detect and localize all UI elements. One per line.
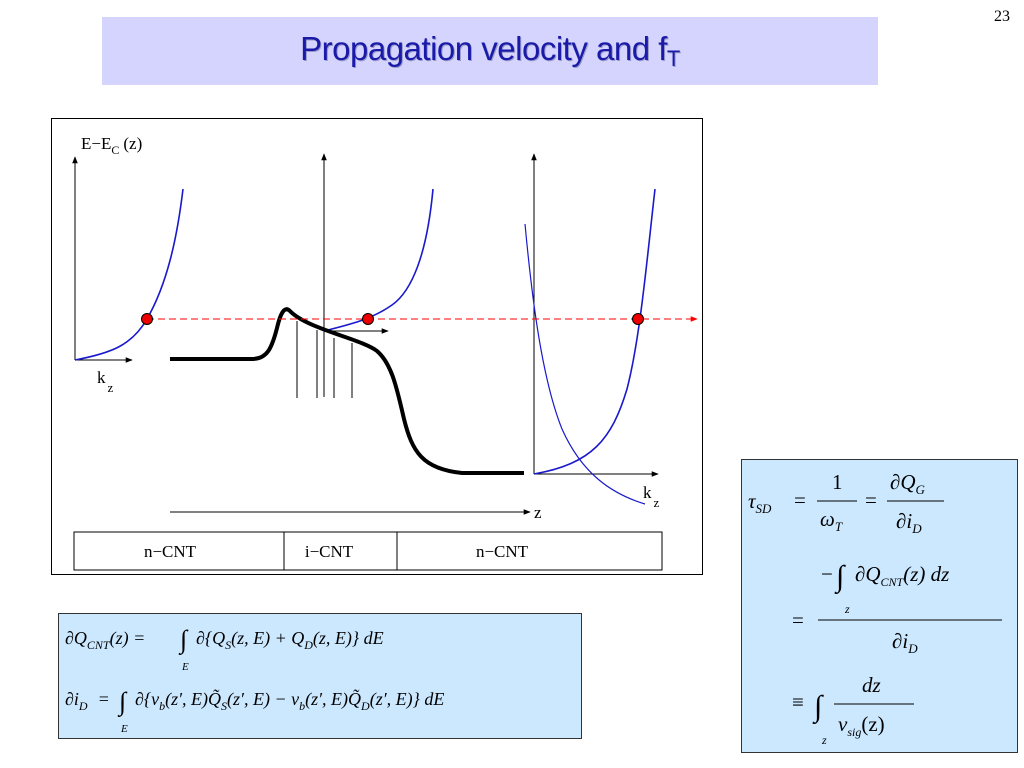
group-velocity-curve [524, 223, 646, 505]
band-diagram: E−EC (z) kz kz z [51, 118, 703, 575]
svg-text:≡: ≡ [792, 690, 804, 714]
svg-text:∂QCNT(z) =: ∂QCNT(z) = [65, 628, 145, 652]
title-banner: Propagation velocity and fT [102, 17, 878, 85]
band-diagram-svg: E−EC (z) kz kz z [72, 134, 698, 571]
svg-text:∂QG: ∂QG [890, 470, 926, 497]
title-subscript: T [666, 46, 680, 71]
svg-text:∂{vb(z′, E)Q̃S(z′, E) − vb(z′,: ∂{vb(z′, E)Q̃S(z′, E) − vb(z′, E)Q̃D(z′,… [135, 689, 444, 713]
charge-current-equations: ∂QCNT(z) = ∫ E ∂{QS(z, E) + QD(z, E)} dE… [58, 613, 582, 739]
transit-time-equations: τSD = 1 ωT = ∂QG ∂iD − ∫ z ∂QCNT(z) dz [741, 459, 1018, 753]
kz-label-left: kz [97, 368, 114, 395]
region-table [73, 531, 663, 571]
tau-definition: τSD = 1 ωT = ∂QG ∂iD [748, 470, 944, 536]
svg-text:ωT: ωT [820, 507, 843, 534]
conduction-band-profile [170, 307, 524, 475]
svg-text:τSD: τSD [748, 489, 772, 516]
charge-equation: ∂QCNT(z) = ∫ E ∂{QS(z, E) + QD(z, E)} dE [65, 625, 384, 673]
region-n-cnt-left: n−CNT [144, 542, 197, 561]
title-text: Propagation velocity and f [300, 30, 667, 67]
left-band-curve [74, 188, 184, 361]
svg-text:∂iD: ∂iD [896, 509, 922, 536]
svg-text:∂iD=: ∂iD = [65, 689, 110, 713]
tau-charge-integral: − ∫ z ∂QCNT(z) dz = ∂iD [792, 560, 1002, 656]
svg-text:∫: ∫ [834, 560, 846, 595]
svg-text:vsig(z): vsig(z) [838, 712, 885, 739]
right-band-curve [533, 188, 656, 475]
svg-text:∫: ∫ [117, 687, 128, 717]
svg-text:E: E [120, 723, 128, 735]
tau-velocity-integral: ≡ ∫ z dz vsig(z) [792, 673, 914, 747]
current-equation: ∂iD = ∫ E ∂{vb(z′, E)Q̃S(z′, E) − vb(z′, … [65, 687, 444, 735]
region-n-cnt-right: n−CNT [476, 542, 529, 561]
svg-text:∂{QS(z, E) + QD(z, E)} dE: ∂{QS(z, E) + QD(z, E)} dE [196, 628, 384, 652]
svg-text:∫: ∫ [812, 690, 824, 725]
svg-text:=: = [794, 488, 806, 512]
svg-text:∂iD: ∂iD [892, 629, 918, 656]
svg-text:−: − [821, 562, 833, 586]
state-dot-left [141, 313, 153, 325]
z-axis-label: z [534, 503, 542, 522]
svg-text:z: z [844, 602, 850, 616]
slide-title: Propagation velocity and fT [300, 30, 680, 72]
svg-text:∂QCNT(z) dz: ∂QCNT(z) dz [855, 562, 949, 589]
svg-text:=: = [865, 488, 877, 512]
svg-text:∫: ∫ [178, 625, 189, 655]
svg-text:1: 1 [832, 470, 843, 494]
state-dot-middle [362, 313, 374, 325]
svg-text:E: E [181, 661, 189, 673]
y-axis-label: E−EC (z) [81, 134, 142, 157]
slide-number: 23 [994, 8, 1010, 25]
svg-text:z: z [821, 733, 827, 747]
state-dot-right [632, 313, 644, 325]
svg-text:dz: dz [862, 673, 881, 697]
middle-band-curve [323, 188, 434, 332]
tau-equations-svg: τSD = 1 ωT = ∂QG ∂iD − ∫ z ∂QCNT(z) dz [748, 470, 1002, 747]
region-i-cnt: i−CNT [305, 542, 354, 561]
svg-text:=: = [792, 608, 804, 632]
charge-equations-svg: ∂QCNT(z) = ∫ E ∂{QS(z, E) + QD(z, E)} dE… [65, 625, 444, 735]
kz-label-right: kz [643, 483, 660, 510]
